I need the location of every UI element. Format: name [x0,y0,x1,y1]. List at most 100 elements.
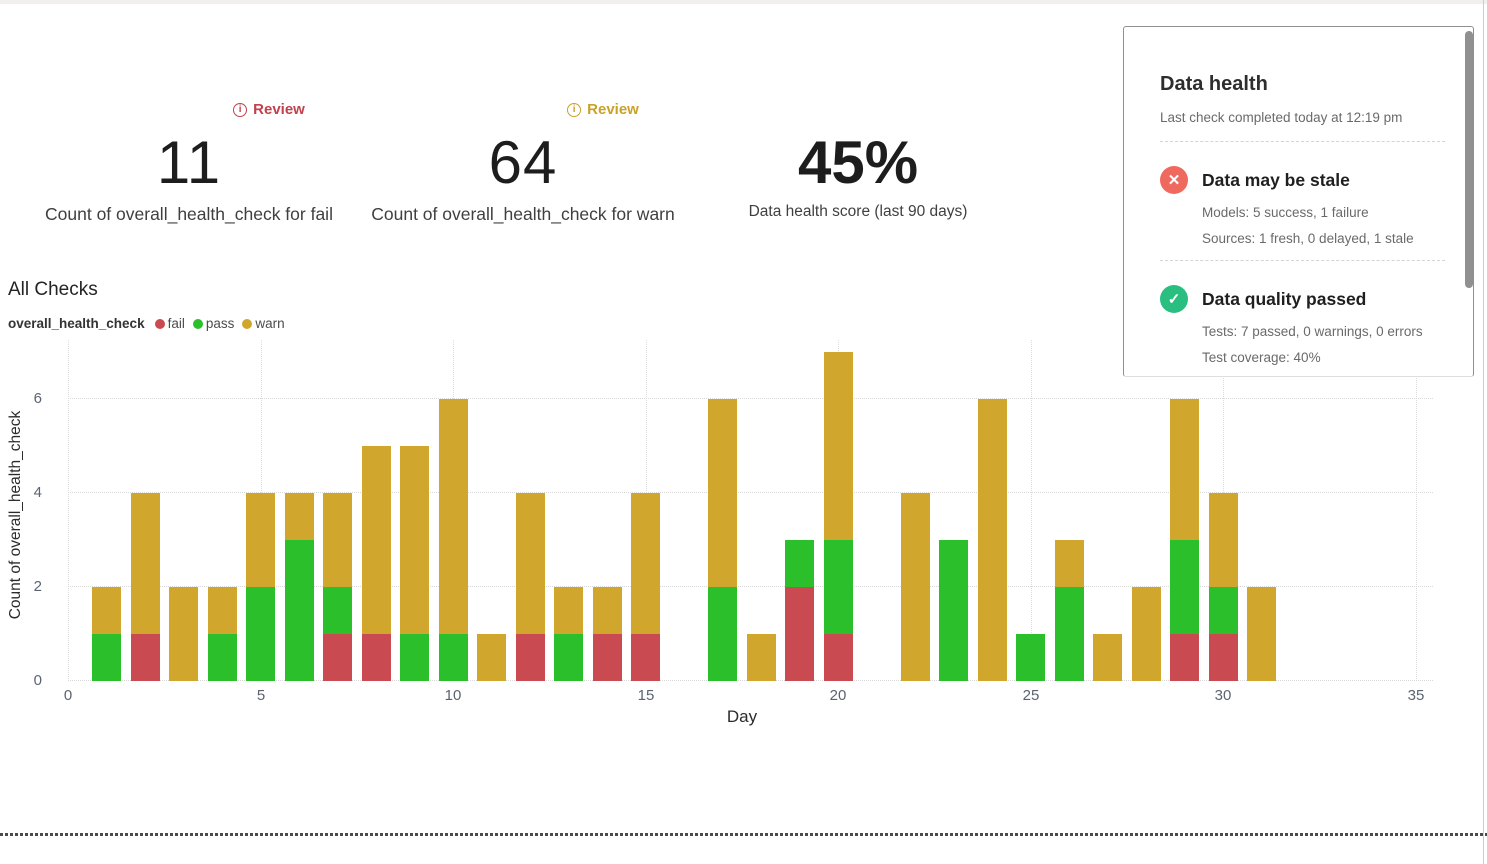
chart-legend: overall_health_check fail pass warn [8,316,285,331]
review-link-fail[interactable]: i Review [233,101,305,118]
divider [1160,260,1445,261]
bar-fail-day-8[interactable] [362,634,391,681]
bar-warn-day-20[interactable] [824,352,853,540]
panel-scrollbar-thumb[interactable] [1465,31,1473,288]
bar-warn-day-8[interactable] [362,446,391,634]
panel-title: Data health [1160,73,1268,95]
legend-item-fail[interactable]: fail [154,316,185,331]
bar-warn-day-22[interactable] [901,493,930,681]
panel-item-fail: ✕ Data may be stale Models: 5 success, 1 f… [1160,166,1445,246]
x-tick-label: 25 [1022,687,1040,704]
bar-pass-day-30[interactable] [1209,587,1238,634]
bar-warn-day-15[interactable] [631,493,660,634]
bar-fail-day-15[interactable] [631,634,660,681]
bar-fail-day-30[interactable] [1209,634,1238,681]
bar-pass-day-26[interactable] [1055,587,1084,681]
bar-pass-day-5[interactable] [246,587,275,681]
bar-warn-day-5[interactable] [246,493,275,587]
bar-fail-day-29[interactable] [1170,634,1199,681]
bar-pass-day-19[interactable] [785,540,814,587]
bar-warn-day-17[interactable] [708,399,737,587]
bar-pass-day-6[interactable] [285,540,314,681]
bar-fail-day-2[interactable] [131,634,160,681]
bar-pass-day-25[interactable] [1016,634,1045,681]
y-tick-label: 6 [33,390,42,407]
bar-warn-day-26[interactable] [1055,540,1084,587]
legend-label-warn: warn [255,316,285,331]
review-badge-fail: i Review [36,99,342,120]
panel-item-detail: Sources: 1 fresh, 0 delayed, 1 stale [1202,231,1414,246]
metric-caption-score: Data health score (last 90 days) [748,203,968,220]
panel-item-detail: Test coverage: 40% [1202,350,1321,365]
bar-warn-day-12[interactable] [516,493,545,634]
bar-warn-day-30[interactable] [1209,493,1238,587]
bar-warn-day-27[interactable] [1093,634,1122,681]
x-tick-label: 30 [1214,687,1232,704]
bar-warn-day-6[interactable] [285,493,314,540]
bar-warn-day-13[interactable] [554,587,583,634]
gridline [68,398,1433,399]
x-circle-icon: ✕ [1160,166,1188,194]
bar-pass-day-13[interactable] [554,634,583,681]
bar-fail-day-7[interactable] [323,634,352,681]
bar-pass-day-1[interactable] [92,634,121,681]
bar-warn-day-28[interactable] [1132,587,1161,681]
x-tick-label: 35 [1407,687,1425,704]
bar-warn-day-7[interactable] [323,493,352,587]
panel-item-pass: ✓ Data quality passed Tests: 7 passed, 0 w… [1160,285,1445,365]
y-tick-label: 0 [33,672,42,689]
bar-pass-day-17[interactable] [708,587,737,681]
bar-warn-day-29[interactable] [1170,399,1199,540]
bar-warn-day-18[interactable] [747,634,776,681]
bar-pass-day-9[interactable] [400,634,429,681]
gridline [68,586,1433,587]
bar-fail-day-20[interactable] [824,634,853,681]
bar-warn-day-24[interactable] [978,399,1007,681]
review-label: Review [253,101,305,118]
bar-warn-day-9[interactable] [400,446,429,634]
bar-chart: 0 5 10 15 20 25 30 35 0 2 4 6 [0,340,1487,704]
bar-warn-day-31[interactable] [1247,587,1276,681]
bar-warn-day-3[interactable] [169,587,198,681]
metric-warn-count: i Review 64 Count of overall_health_chec… [370,99,676,226]
x-tick-label: 15 [637,687,655,704]
metric-value-fail: 11 [156,129,222,196]
bar-warn-day-2[interactable] [131,493,160,634]
metric-value-warn: 64 [488,129,558,196]
data-health-panel: Data health Last check completed today a… [1123,26,1474,377]
metric-caption-warn: Count of overall_health_check for warn [371,204,675,224]
metric-caption-fail: Count of overall_health_check for fail [45,204,333,224]
bar-pass-day-29[interactable] [1170,540,1199,634]
info-icon: i [567,102,582,117]
bar-pass-day-4[interactable] [208,634,237,681]
legend-item-pass[interactable]: pass [192,316,235,331]
bar-pass-day-23[interactable] [939,540,968,681]
panel-item-heading: Data quality passed [1202,288,1367,309]
x-tick-label: 10 [444,687,462,704]
bar-warn-day-14[interactable] [593,587,622,634]
bar-warn-day-10[interactable] [439,399,468,634]
divider [1160,141,1445,142]
legend-item-warn[interactable]: warn [242,316,285,331]
bar-pass-day-20[interactable] [824,540,853,634]
review-link-warn[interactable]: i Review [567,101,639,118]
bar-warn-day-11[interactable] [477,634,506,681]
bar-warn-day-1[interactable] [92,587,121,634]
bar-pass-day-10[interactable] [439,634,468,681]
metric-health-score: 45% Data health score (last 90 days) [700,99,1016,224]
y-tick-label: 4 [33,484,42,501]
check-circle-icon: ✓ [1160,285,1188,313]
legend-label-pass: pass [205,316,235,331]
bar-warn-day-4[interactable] [208,587,237,634]
gridline [68,492,1433,493]
bar-fail-day-19[interactable] [785,587,814,681]
bar-fail-day-12[interactable] [516,634,545,681]
legend-dot-fail [154,318,165,329]
bar-pass-day-7[interactable] [323,587,352,634]
x-axis-title: Day [726,707,758,726]
y-tick-label: 2 [33,578,42,595]
bar-fail-day-14[interactable] [593,634,622,681]
gridline [68,340,69,681]
gridline [1416,340,1417,681]
review-badge-warn: i Review [370,99,676,120]
